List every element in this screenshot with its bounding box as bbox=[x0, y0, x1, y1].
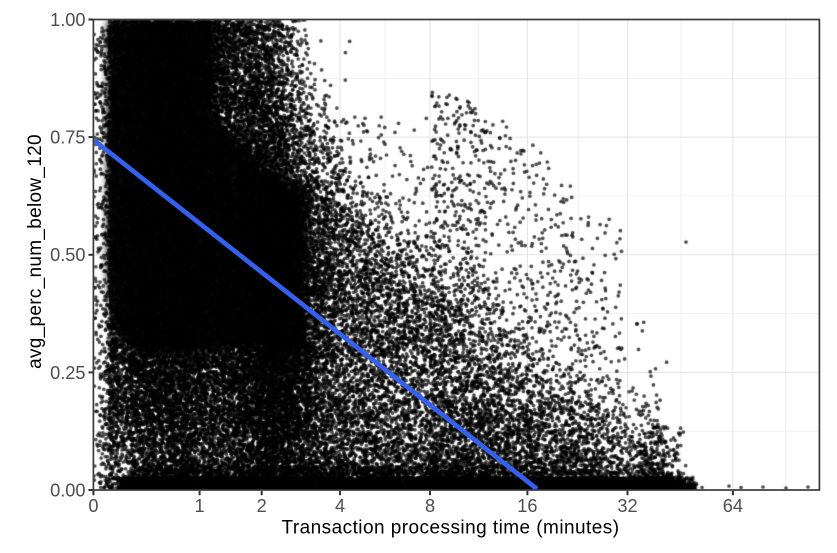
svg-text:0.75: 0.75 bbox=[50, 128, 85, 148]
svg-text:1: 1 bbox=[195, 496, 205, 516]
svg-text:8: 8 bbox=[425, 496, 435, 516]
svg-text:1.00: 1.00 bbox=[50, 10, 85, 30]
svg-text:0.50: 0.50 bbox=[50, 245, 85, 265]
svg-text:0: 0 bbox=[88, 496, 98, 516]
svg-text:Transaction processing time (m: Transaction processing time (minutes) bbox=[281, 518, 619, 539]
svg-text:64: 64 bbox=[723, 496, 743, 516]
svg-text:16: 16 bbox=[517, 496, 537, 516]
svg-text:2: 2 bbox=[257, 496, 267, 516]
svg-text:avg_perc_num_below_120: avg_perc_num_below_120 bbox=[25, 134, 46, 369]
svg-text:32: 32 bbox=[617, 496, 637, 516]
svg-text:4: 4 bbox=[335, 496, 345, 516]
svg-text:0.25: 0.25 bbox=[50, 363, 85, 383]
svg-text:0.00: 0.00 bbox=[50, 480, 85, 500]
